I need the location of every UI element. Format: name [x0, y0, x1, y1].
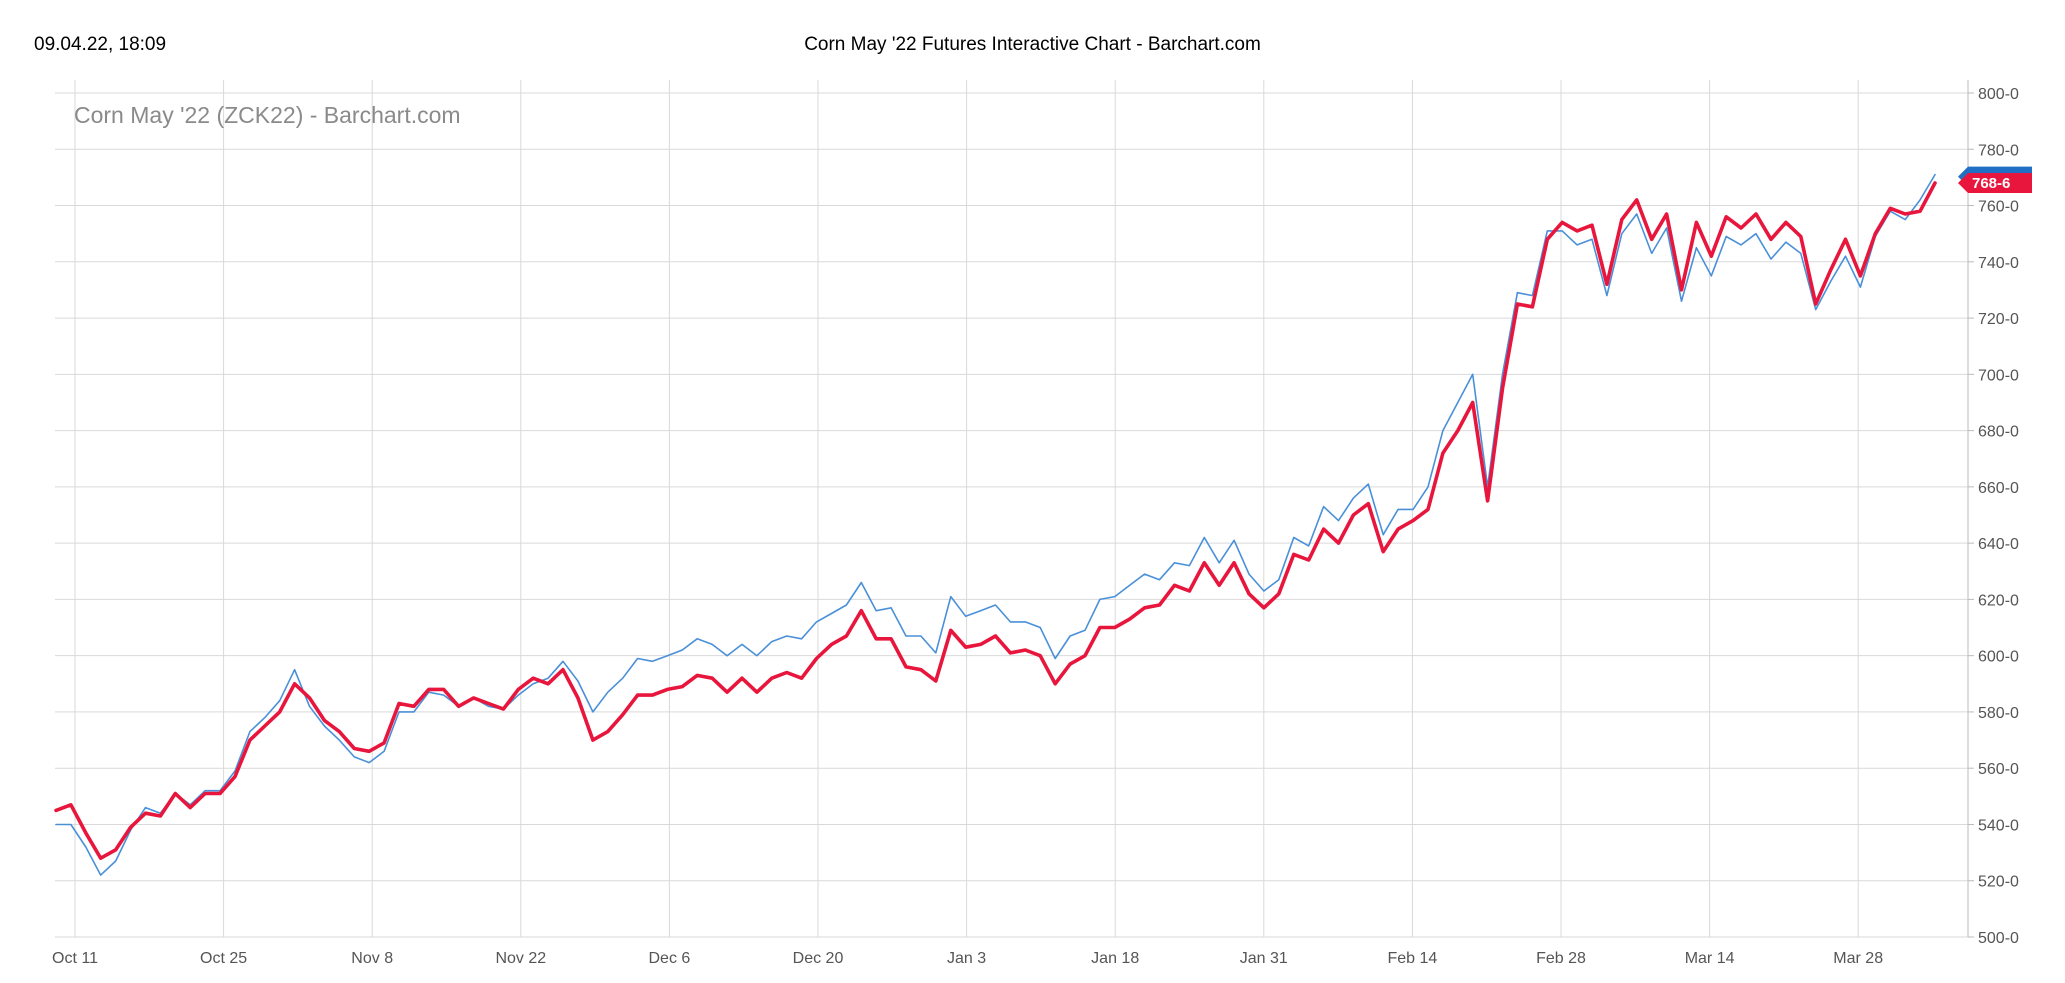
- x-tick-label: Nov 22: [495, 950, 546, 967]
- y-tick-label: 760-0: [1978, 199, 2019, 216]
- x-tick-label: Feb 28: [1536, 950, 1586, 967]
- x-tick-label: Feb 14: [1387, 950, 1437, 967]
- y-tick-label: 780-0: [1978, 142, 2019, 159]
- series-layer: [54, 173, 1937, 876]
- y-tick-label: 720-0: [1978, 311, 2019, 328]
- print-date: 09.04.22, 18:09: [34, 34, 167, 55]
- x-tick-label: Jan 18: [1091, 950, 1139, 967]
- x-tick-label: Jan 31: [1240, 950, 1288, 967]
- y-axis: 800-0 780-0 760-0 740-0 720-0 700-0 680-0 660-0…: [1967, 80, 2019, 947]
- y-tick-label: 700-0: [1978, 367, 2019, 384]
- x-axis: Oct 11 Oct 25 Nov 8 Nov 22 Dec 6 Dec 20 Jan 3 J…: [52, 950, 1883, 967]
- x-tick-label: Oct 11: [52, 950, 98, 967]
- y-tick-label: 500-0: [1978, 930, 2019, 947]
- chart-grid: [55, 80, 1968, 938]
- x-tick-label: Nov 8: [351, 950, 393, 967]
- y-tick-label: 520-0: [1978, 874, 2019, 891]
- x-tick-label: Mar 28: [1833, 950, 1883, 967]
- y-tick-label: 660-0: [1978, 480, 2019, 497]
- compare-series-line: [55, 173, 1936, 876]
- price-series-line: [54, 181, 1937, 861]
- x-tick-label: Oct 25: [200, 950, 247, 967]
- y-tick-label: 560-0: [1978, 761, 2019, 778]
- x-tick-label: Jan 3: [947, 950, 986, 967]
- x-tick-label: Dec 6: [649, 950, 691, 967]
- y-tick-label: 620-0: [1978, 592, 2019, 609]
- y-tick-label: 600-0: [1978, 649, 2019, 666]
- print-header: 09.04.22, 18:09 Corn May '22 Futures Int…: [0, 30, 2065, 60]
- print-page-title: Corn May '22 Futures Interactive Chart -…: [804, 34, 1261, 55]
- last-price-label: 768-6: [1972, 175, 2010, 192]
- x-tick-label: Dec 20: [793, 950, 844, 967]
- y-tick-label: 740-0: [1978, 255, 2019, 272]
- chart-title: Corn May '22 (ZCK22) - Barchart.com: [74, 102, 461, 128]
- y-tick-label: 800-0: [1978, 86, 2019, 103]
- y-tick-label: 580-0: [1978, 705, 2019, 722]
- last-price-badge: [1958, 173, 2032, 194]
- y-tick-label: 680-0: [1978, 424, 2019, 441]
- price-badges: 768-6: [1958, 166, 2032, 194]
- y-tick-label: 540-0: [1978, 817, 2019, 834]
- x-tick-label: Mar 14: [1685, 950, 1735, 967]
- y-tick-label: 640-0: [1978, 536, 2019, 553]
